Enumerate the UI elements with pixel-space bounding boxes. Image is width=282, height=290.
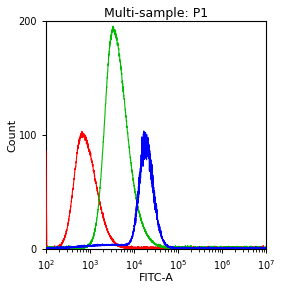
Y-axis label: Count: Count xyxy=(7,118,17,152)
Title: Multi-sample: P1: Multi-sample: P1 xyxy=(104,7,208,20)
X-axis label: FITC-A: FITC-A xyxy=(138,273,173,283)
